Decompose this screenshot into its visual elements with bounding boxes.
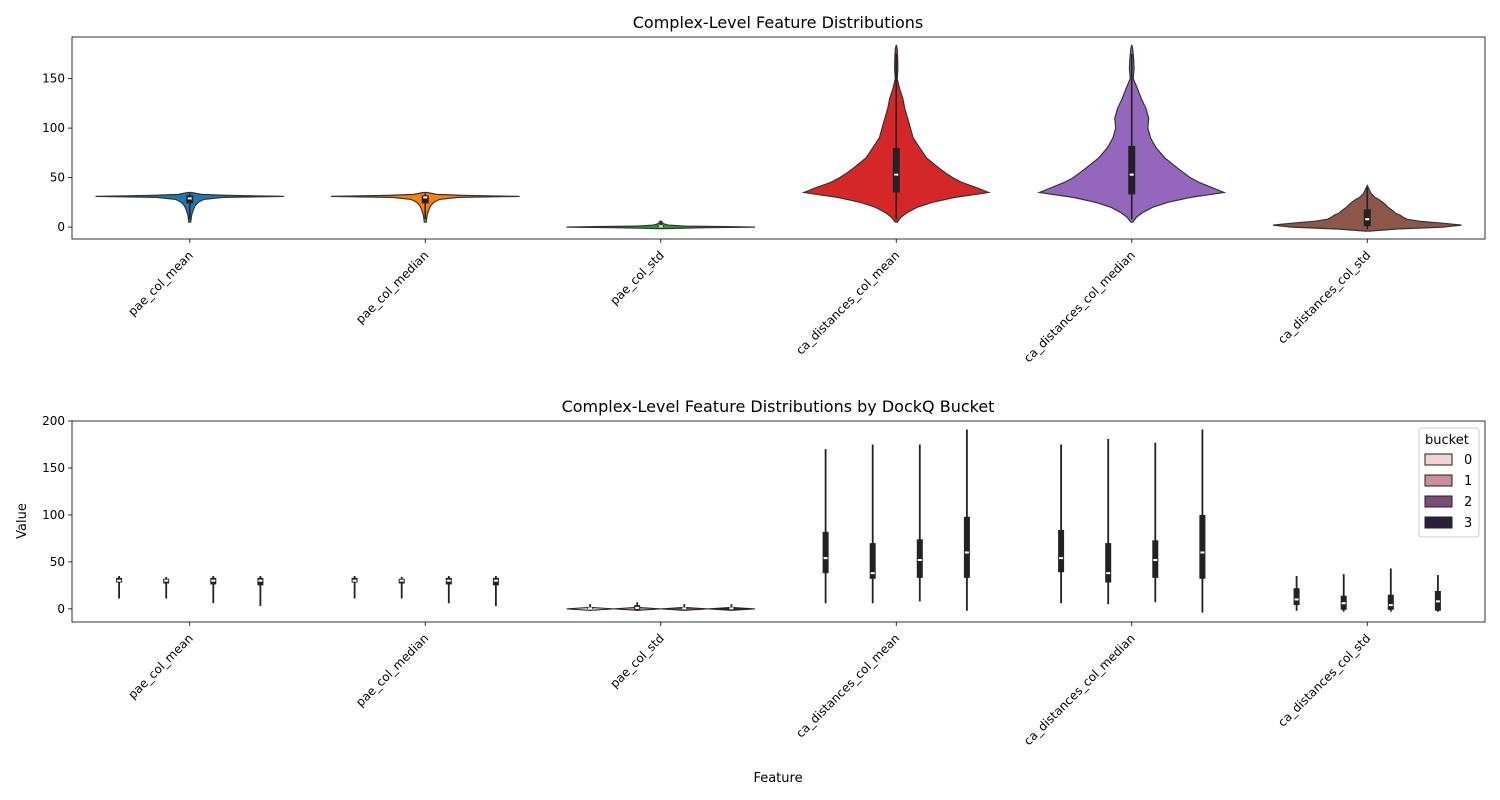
median-marker	[352, 579, 357, 582]
y-tick-label: 0	[57, 220, 65, 234]
x-tick-label: ca_distances_col_std	[1275, 631, 1373, 729]
median-marker	[1388, 604, 1393, 607]
y-tick-label: 100	[42, 508, 65, 522]
y-tick-label: 150	[42, 72, 65, 86]
plot-frame	[71, 36, 1486, 240]
top-chart-title: Complex-Level Feature Distributions	[633, 13, 924, 32]
iqr-box	[1293, 588, 1300, 606]
legend-swatch-1	[1424, 474, 1453, 487]
y-tick-label: 50	[50, 171, 65, 185]
legend-swatch-2	[1424, 495, 1453, 508]
iqr-box	[1128, 145, 1136, 195]
iqr-box	[1363, 209, 1371, 227]
legend-label-2: 2	[1464, 495, 1472, 510]
x-tick-label: ca_distances_col_median	[1021, 248, 1138, 365]
legend-title: bucket	[1425, 433, 1469, 448]
iqr-box	[822, 531, 829, 574]
median-marker	[187, 197, 192, 200]
x-tick-label: pae_col_std	[607, 248, 667, 308]
x-axis-label: Feature	[753, 771, 802, 786]
x-tick-label: ca_distances_col_mean	[793, 631, 902, 740]
median-marker	[964, 551, 969, 554]
median-marker	[446, 579, 451, 582]
median-marker	[258, 579, 263, 582]
iqr-box	[1199, 514, 1206, 579]
x-tick-label: pae_col_median	[353, 631, 431, 709]
median-marker	[658, 225, 663, 228]
y-tick-label: 100	[42, 121, 65, 135]
bottom-violin-panel: 0 50 100 150 200 pae_col_mean pae_col_median pa…	[42, 414, 1486, 748]
median-marker	[894, 173, 899, 176]
median-marker	[635, 606, 640, 609]
legend-swatch-0	[1424, 453, 1453, 466]
median-marker	[164, 579, 169, 582]
x-tick-label: pae_col_std	[607, 631, 667, 691]
iqr-box	[963, 516, 970, 578]
median-marker	[493, 579, 498, 582]
median-marker	[211, 579, 216, 582]
median-marker	[823, 557, 828, 560]
median-marker	[1153, 559, 1158, 562]
iqr-box	[916, 539, 923, 578]
median-marker	[1129, 173, 1134, 176]
y-tick-label: 50	[50, 555, 65, 569]
legend: bucket 0 1 2 3	[1418, 427, 1480, 538]
median-marker	[917, 559, 922, 562]
median-marker	[1106, 572, 1111, 575]
x-tick-label: ca_distances_col_mean	[793, 248, 902, 357]
median-marker	[117, 579, 122, 582]
legend-swatch-3	[1424, 516, 1453, 529]
plot-frame	[71, 420, 1486, 623]
median-marker	[1200, 551, 1205, 554]
median-marker	[423, 196, 428, 199]
median-marker	[870, 572, 875, 575]
iqr-box	[1105, 543, 1112, 583]
median-marker	[1059, 557, 1064, 560]
y-tick-label: 0	[57, 602, 65, 616]
y-axis-label: Value	[15, 503, 30, 539]
legend-label-0: 0	[1464, 453, 1472, 468]
iqr-box	[869, 543, 876, 579]
iqr-box	[1058, 529, 1065, 573]
y-tick-label: 200	[42, 414, 65, 428]
y-tick-label: 150	[42, 461, 65, 475]
median-marker	[1341, 602, 1346, 605]
median-marker	[399, 579, 404, 582]
x-tick-label: ca_distances_col_std	[1275, 248, 1373, 346]
iqr-box	[892, 147, 900, 193]
median-marker	[729, 607, 734, 610]
x-tick-label: pae_col_mean	[125, 248, 195, 318]
median-marker	[588, 607, 593, 610]
x-tick-label: pae_col_mean	[125, 631, 195, 701]
x-tick-label: ca_distances_col_median	[1021, 631, 1138, 748]
median-marker	[682, 607, 687, 610]
bottom-chart-title: Complex-Level Feature Distributions by D…	[562, 397, 995, 416]
iqr-box	[421, 195, 429, 204]
x-tick-label: pae_col_median	[353, 248, 431, 326]
legend-label-1: 1	[1464, 474, 1472, 489]
top-violin-panel: 0 50 100 150 pae_col_mean pae_col_median pae_c…	[42, 36, 1486, 365]
median-marker	[1435, 600, 1440, 603]
legend-label-3: 3	[1464, 516, 1472, 531]
median-marker	[1365, 218, 1370, 221]
iqr-box	[1387, 594, 1394, 610]
median-marker	[1294, 598, 1299, 601]
